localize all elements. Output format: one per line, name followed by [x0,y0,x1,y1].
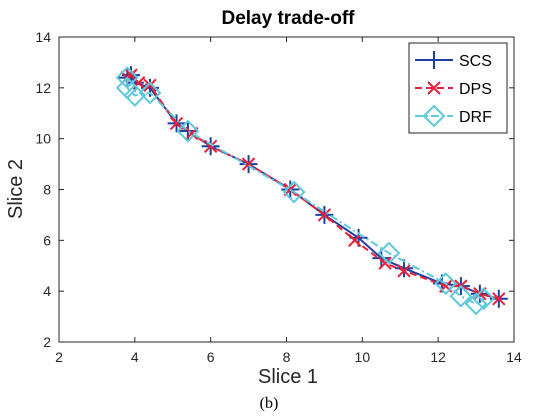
series-drf [115,66,496,316]
data-point-drf [472,287,496,311]
legend-item-scs: SCS [415,51,492,70]
x-tick-label: 4 [131,349,139,365]
legend-box [408,42,508,134]
y-tick-label: 6 [43,232,51,248]
y-tick-label: 4 [43,283,51,299]
data-point-drf [115,66,139,90]
legend-marker [427,81,441,95]
y-axis-label: Slice 2 [5,159,27,219]
legend-label: DRF [459,109,492,126]
x-tick-label: 6 [207,349,215,365]
legend-marker [425,51,443,69]
series-layer [115,66,508,316]
data-point-dps [492,292,506,306]
data-point-dps [143,78,157,92]
data-point-dps [378,256,392,270]
data-point-drf [377,241,401,265]
x-tick-label: 8 [283,349,291,365]
y-tick-label: 10 [35,131,51,147]
y-tick-label: 12 [35,80,51,96]
legend-item-dps: DPS [415,81,492,98]
legend-label: DPS [459,81,492,98]
legend-label: SCS [459,53,492,70]
series-line-dps [126,73,500,300]
data-point-dps [348,233,362,248]
data-point-dps [203,139,218,153]
data-point-dps [397,264,411,278]
y-tick-label: 2 [43,334,51,350]
legend: SCS DPS DRF [408,42,508,134]
data-point-drf [138,81,162,105]
x-tick-label: 14 [506,349,522,365]
data-point-drf [282,180,306,204]
x-tick-label: 12 [430,349,446,365]
figure-caption: (b) [259,395,279,412]
legend-marker [422,104,446,128]
data-point-drf [434,272,458,295]
data-point-drf [449,284,473,308]
data-point-drf [464,292,488,316]
data-point-drf [176,119,200,143]
chart-title: Delay trade-off [221,8,355,29]
y-tick-label: 8 [43,182,51,198]
x-tick-label: 10 [355,349,371,365]
data-point-dps [317,208,332,222]
x-axis-label: Slice 1 [258,366,318,388]
y-tick-label: 14 [35,29,51,45]
x-tick-label: 2 [55,349,63,365]
ticks-layer: 2 4 6 8 10 12 14 2 4 6 8 10 12 14 [35,29,522,365]
legend-item-drf: DRF [415,104,492,128]
